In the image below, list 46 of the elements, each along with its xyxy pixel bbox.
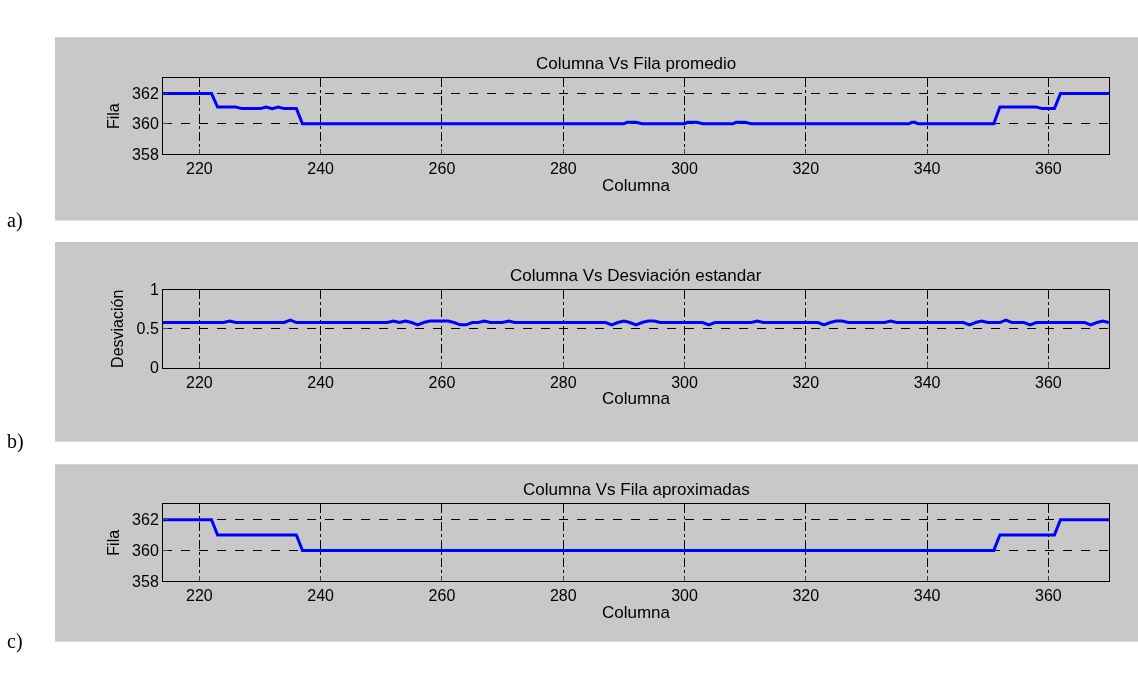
x-tick-label: 360 (1035, 587, 1062, 605)
x-tick-label: 220 (186, 160, 213, 178)
x-tick-label: 340 (913, 587, 941, 605)
x-tick-label: 260 (428, 587, 456, 605)
x-tick-label: 340 (913, 373, 941, 391)
line-series (163, 91, 1109, 126)
x-tick-label: 360 (1035, 373, 1062, 391)
x-tick-label: 300 (671, 160, 698, 178)
x-tick-label: 300 (671, 587, 698, 605)
x-tick-label: 340 (913, 160, 941, 178)
x-tick-label: 220 (186, 587, 213, 605)
text: a) (7, 209, 23, 232)
chart-title: Columna Vs Fila aproximadas (523, 480, 750, 499)
x-axis-title: Columna (601, 389, 671, 409)
x-tick-label: 280 (549, 373, 577, 391)
x-tick-label: 360 (1035, 160, 1062, 178)
y-axis-title: Fila (105, 103, 122, 130)
y-tick-label: 0.5 (136, 320, 159, 338)
x-tick-label: 320 (792, 587, 820, 605)
x-tick-label: 300 (671, 373, 698, 391)
x-tick-label: 240 (307, 373, 335, 391)
y-tick-label: 360 (132, 542, 159, 560)
chart-title: Columna Vs Fila promedio (536, 54, 737, 73)
y-tick-label: 358 (132, 572, 159, 590)
x-tick-label: 240 (307, 160, 335, 178)
x-axis-title: Columna (601, 175, 671, 195)
text: c) (7, 630, 23, 653)
x-axis-title: Columna (601, 602, 671, 622)
x-tick-label: 320 (792, 373, 820, 391)
y-axis-title: Fila (105, 529, 122, 556)
y-tick-label: 1 (149, 281, 159, 299)
y-tick-label: 362 (132, 85, 159, 103)
x-tick-label: 260 (428, 373, 456, 391)
x-tick-label: 220 (186, 373, 213, 391)
y-axis-title: Desviación (109, 289, 127, 368)
y-tick-label: 0 (149, 359, 159, 377)
x-tick-label: 320 (792, 160, 820, 178)
chart-title: Columna Vs Desviación estandar (510, 266, 762, 285)
x-tick-label: 280 (549, 587, 577, 605)
y-tick-label: 360 (132, 115, 159, 133)
y-tick-label: 362 (132, 511, 159, 529)
y-tick-label: 358 (132, 145, 159, 163)
x-tick-label: 240 (307, 587, 335, 605)
x-tick-label: 280 (549, 160, 577, 178)
text: b) (7, 430, 24, 453)
x-tick-label: 260 (428, 160, 456, 178)
